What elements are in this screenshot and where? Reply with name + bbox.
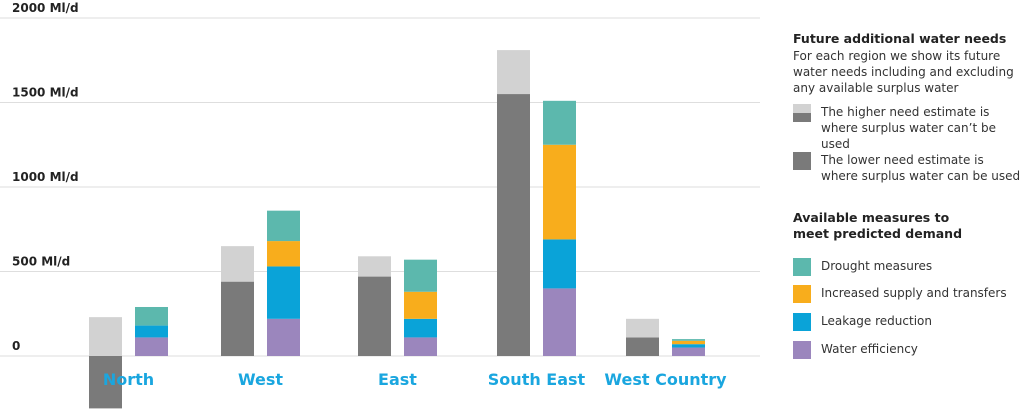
bar-measure-increased-supply [543,144,576,240]
legend-item-supply: Increased supply and transfers [793,285,1007,303]
bar-measure-water-efficiency [672,347,705,356]
drought-swatch [793,258,811,276]
legend-need-title: Future additional water needs [793,31,1007,46]
bar-measure-drought-measures [672,339,705,341]
y-tick-label: 1000 Ml/d [12,170,79,184]
bar-measure-increased-supply [404,291,437,319]
bar-measure-water-efficiency [543,288,576,356]
bar-measure-drought-measures [267,210,300,242]
bar-measure-leakage-reduction [543,239,576,289]
bar-lower-need [626,337,659,356]
bar-measure-increased-supply [267,241,300,267]
leakage-swatch [793,313,811,331]
legend-efficiency-label: Water efficiency [821,342,918,356]
category-label: East [378,370,417,389]
bar-chart: 2000 Ml/d 1500 Ml/d 1000 Ml/d 500 Ml/d 0 Nort… [0,1,760,409]
bar-measure-water-efficiency [267,318,300,356]
legend-need-subtitle: For each region we show its future water… [793,49,1014,95]
legend-item-lower: The lower need estimate is where surplus… [793,152,1021,184]
legend-measures-title: Available measures to meet predicted dem… [793,210,963,241]
bar-lower-need [497,94,530,357]
bar-measure-water-efficiency [135,337,168,356]
legend-supply-label: Increased supply and transfers [821,286,1007,300]
category-label: North [103,370,154,389]
bar-measure-drought-measures [543,100,576,145]
category-label: South East [488,370,586,389]
legend-drought-label: Drought measures [821,259,933,273]
bar-measure-leakage-reduction [672,344,705,348]
legend-leakage-label: Leakage reduction [821,314,932,328]
legend-item-drought: Drought measures [793,258,932,276]
y-tick-label: 0 [12,339,20,353]
category-label: West Country [604,370,727,389]
bar-higher-need [89,317,122,356]
y-tick-label: 2000 Ml/d [12,1,79,15]
legend-item-efficiency: Water efficiency [793,341,918,359]
y-tick-label: 500 Ml/d [12,255,70,269]
bar-measure-leakage-reduction [135,325,168,338]
bar-lower-need [89,356,122,409]
supply-swatch [793,285,811,303]
legend-item-leakage: Leakage reduction [793,313,932,331]
higher-need-swatch [793,104,811,122]
y-tick-label: 1500 Ml/d [12,86,79,100]
bar-higher-need [626,318,659,338]
bar-higher-need [497,50,530,95]
legend-higher-label: The higher need estimate is where surplu… [821,105,996,151]
lower-need-swatch [793,152,811,170]
category-label: West [238,370,283,389]
bar-higher-need [221,246,254,282]
bar-measure-drought-measures [404,259,437,292]
bar-lower-need [221,281,254,356]
bar-higher-need [358,256,391,277]
legend-lower-label: The lower need estimate is where surplus… [821,153,1021,183]
bar-measure-increased-supply [672,340,705,345]
bar-measure-leakage-reduction [404,318,437,338]
bar-measure-leakage-reduction [267,266,300,319]
bar-lower-need [358,276,391,356]
bar-measure-water-efficiency [404,337,437,356]
bar-measure-drought-measures [135,306,168,326]
efficiency-swatch [793,341,811,359]
legend-item-higher: The higher need estimate is where surplu… [793,104,1021,152]
